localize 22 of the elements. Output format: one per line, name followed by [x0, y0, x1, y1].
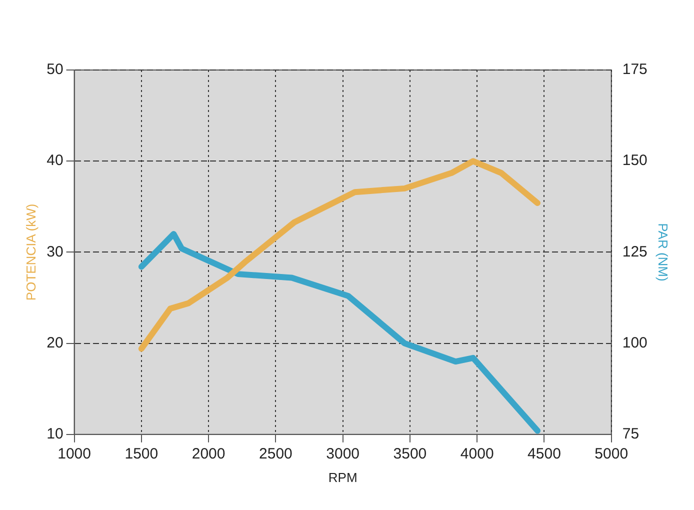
x-tick-label: 5000	[594, 446, 628, 463]
x-axis-title: RPM	[328, 470, 358, 485]
y-tick-label: 10	[46, 426, 64, 443]
y-tick-label: 40	[46, 152, 64, 170]
y2-tick-label: 100	[622, 334, 648, 352]
x-tick-label: 1500	[124, 446, 158, 463]
y2-tick-label: 175	[622, 61, 648, 78]
x-tick-label: 3000	[326, 446, 360, 463]
y2-tick-label: 125	[622, 243, 648, 260]
y2-tick-label: 150	[622, 152, 648, 170]
y2-axis-title: PAR (NM)	[656, 223, 671, 282]
x-tick-label: 4500	[528, 446, 561, 463]
x-tick-label: 1000	[58, 446, 91, 463]
y-tick-label: 30	[46, 243, 64, 260]
y-tick-label: 20	[46, 334, 64, 352]
x-tick-label: 4000	[460, 446, 494, 463]
y-tick-label: 50	[46, 61, 64, 78]
y2-tick-label: 75	[622, 426, 640, 443]
x-tick-label: 3500	[393, 446, 427, 463]
x-tick-label: 2000	[192, 446, 226, 463]
y-axis-title: POTENCIA (kW)	[23, 204, 38, 301]
x-tick-label: 2500	[259, 446, 292, 463]
